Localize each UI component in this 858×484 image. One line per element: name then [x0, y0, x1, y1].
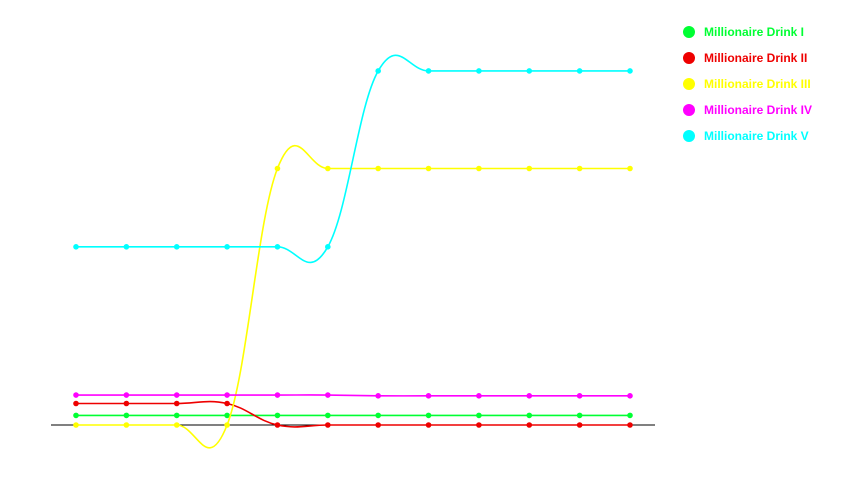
data-point-s2-1[interactable] [73, 400, 79, 407]
legend-marker-5 [683, 130, 695, 142]
data-point-s2-12[interactable] [627, 422, 633, 428]
legend-marker-3 [683, 78, 695, 90]
data-point-s1-11[interactable] [576, 412, 583, 419]
data-point-s1-10[interactable] [526, 412, 533, 419]
legend-item-1[interactable]: Millionaire Drink I [683, 25, 804, 39]
series-line-3 [75, 144, 630, 449]
data-point-s1-2[interactable] [123, 412, 130, 419]
data-point-s4-11[interactable] [576, 393, 583, 399]
data-point-s3-5[interactable] [274, 165, 281, 172]
legend-item-4[interactable]: Millionaire Drink IV [683, 103, 812, 117]
data-point-s2-4[interactable] [224, 400, 230, 407]
data-point-s2-9[interactable] [476, 422, 482, 428]
data-point-s3-10[interactable] [526, 165, 533, 172]
data-point-s5-4[interactable] [224, 244, 230, 250]
legend-marker-2 [683, 52, 695, 64]
data-point-s2-2[interactable] [123, 400, 130, 407]
data-point-s5-12[interactable] [627, 68, 633, 74]
series-line-2 [76, 400, 630, 428]
legend-label-2: Millionaire Drink II [704, 51, 807, 65]
data-point-s5-3[interactable] [173, 244, 180, 250]
data-point-s1-5[interactable] [274, 412, 281, 419]
data-point-s5-9[interactable] [476, 68, 482, 74]
data-point-s3-8[interactable] [425, 165, 432, 172]
data-point-s3-1[interactable] [73, 422, 79, 428]
legend-marker-4 [683, 104, 695, 116]
data-point-s3-6[interactable] [325, 165, 331, 172]
data-point-s2-7[interactable] [375, 422, 381, 428]
data-point-s4-10[interactable] [526, 393, 533, 399]
legend-marker-1 [683, 26, 695, 38]
data-point-s4-9[interactable] [476, 393, 482, 399]
data-point-s1-9[interactable] [476, 412, 482, 419]
data-point-s3-9[interactable] [476, 165, 482, 172]
data-point-s4-1[interactable] [73, 392, 79, 398]
data-point-s4-3[interactable] [173, 392, 180, 398]
data-point-s5-1[interactable] [73, 244, 79, 250]
series-2 [73, 400, 633, 428]
data-point-s2-3[interactable] [173, 400, 180, 407]
data-point-s5-7[interactable] [375, 68, 381, 74]
data-point-s1-4[interactable] [224, 412, 230, 419]
series-layer [73, 54, 633, 449]
data-point-s1-12[interactable] [627, 412, 633, 419]
legend-label-3: Millionaire Drink III [704, 77, 811, 91]
legend-item-5[interactable]: Millionaire Drink V [683, 129, 809, 143]
data-point-s1-7[interactable] [375, 412, 381, 419]
legend-item-3[interactable]: Millionaire Drink III [683, 77, 811, 91]
data-point-s5-10[interactable] [526, 68, 533, 74]
data-point-s3-11[interactable] [576, 165, 583, 172]
data-point-s3-2[interactable] [123, 422, 130, 428]
data-point-s1-6[interactable] [325, 412, 331, 419]
data-point-s3-3[interactable] [173, 422, 180, 428]
data-point-s5-2[interactable] [123, 244, 130, 250]
data-point-s2-8[interactable] [425, 422, 432, 428]
data-point-s1-3[interactable] [173, 412, 180, 419]
data-point-s4-8[interactable] [425, 393, 432, 399]
series-line-4 [76, 394, 630, 397]
data-point-s3-4[interactable] [224, 422, 230, 428]
series-3 [73, 144, 633, 449]
legend-label-1: Millionaire Drink I [704, 25, 804, 39]
data-point-s3-12[interactable] [627, 165, 633, 172]
data-point-s4-5[interactable] [274, 392, 281, 398]
data-point-s2-10[interactable] [526, 422, 533, 428]
legend-label-4: Millionaire Drink IV [704, 103, 812, 117]
series-1 [73, 412, 633, 419]
series-4 [73, 392, 633, 399]
data-point-s4-2[interactable] [123, 392, 130, 398]
data-point-s5-11[interactable] [576, 68, 583, 74]
data-point-s4-4[interactable] [224, 392, 230, 398]
series-line-5 [75, 54, 630, 264]
data-point-s4-7[interactable] [375, 393, 381, 399]
data-point-s3-7[interactable] [375, 165, 381, 172]
data-point-s2-6[interactable] [325, 422, 331, 428]
legend-item-2[interactable]: Millionaire Drink II [683, 51, 807, 65]
data-point-s4-6[interactable] [325, 392, 331, 398]
data-point-s5-6[interactable] [325, 244, 331, 250]
data-point-s5-5[interactable] [274, 244, 281, 250]
legend-label-5: Millionaire Drink V [704, 129, 809, 143]
series-5 [73, 54, 633, 264]
data-point-s5-8[interactable] [425, 68, 432, 74]
legend: Millionaire Drink I Millionaire Drink II M… [683, 25, 812, 143]
data-point-s4-12[interactable] [627, 393, 633, 399]
data-point-s1-8[interactable] [425, 412, 432, 419]
data-point-s2-11[interactable] [576, 422, 583, 428]
data-point-s1-1[interactable] [73, 412, 79, 419]
data-point-s2-5[interactable] [274, 422, 281, 428]
